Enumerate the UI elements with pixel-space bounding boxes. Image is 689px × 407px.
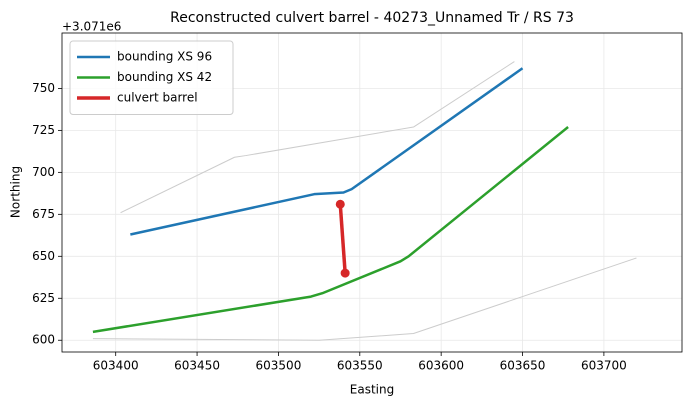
y-tick-label: 750 <box>32 81 55 95</box>
y-axis-label: Northing <box>9 166 23 218</box>
series-line <box>338 204 347 274</box>
y-tick-label: 700 <box>32 165 55 179</box>
x-tick-label: 603400 <box>93 359 139 373</box>
legend-box <box>69 40 234 115</box>
legend: bounding XS 96 bounding XS 42 culvert barr… <box>69 40 234 115</box>
y-tick-label: 725 <box>32 123 55 137</box>
series-line <box>130 67 524 236</box>
series-line <box>92 257 637 341</box>
series-marker <box>340 268 350 278</box>
y-tick-label: 675 <box>32 207 55 221</box>
x-tick-label: 603700 <box>581 359 627 373</box>
y-offset-label: +3.071e6 <box>62 20 121 34</box>
legend-label: bounding XS 42 <box>117 70 212 84</box>
series-marker <box>335 199 345 209</box>
x-tick-label: 603450 <box>174 359 220 373</box>
legend-label: culvert barrel <box>117 91 198 105</box>
plot-frame <box>61 32 683 353</box>
x-tick-label: 603650 <box>500 359 546 373</box>
legend-label: bounding XS 96 <box>117 50 212 64</box>
series-line <box>120 61 515 214</box>
x-tick-label: 603500 <box>256 359 302 373</box>
series-line <box>92 126 569 334</box>
y-tick-label: 625 <box>32 291 55 305</box>
x-tick-label: 603550 <box>337 359 383 373</box>
y-tick-label: 650 <box>32 249 55 263</box>
y-tick-label: 600 <box>32 333 55 347</box>
x-tick-label: 603600 <box>418 359 464 373</box>
x-axis-label: Easting <box>350 383 394 397</box>
chart-title: Reconstructed culvert barrel - 40273_Unn… <box>170 10 574 26</box>
